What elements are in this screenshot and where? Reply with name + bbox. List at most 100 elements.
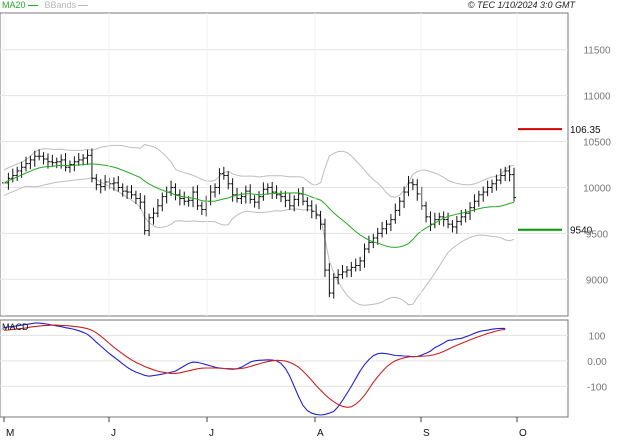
ohlc-bar	[362, 243, 367, 268]
ohlc-bar	[393, 203, 398, 224]
ohlc-bar	[270, 181, 275, 199]
ohlc-bar	[384, 220, 389, 235]
price-tick-label: 11500	[583, 46, 611, 57]
ohlc-bar	[252, 195, 257, 208]
ohlc-bar	[213, 183, 218, 198]
macd-tick-label: 100	[589, 331, 606, 342]
ohlc-bar	[331, 273, 336, 299]
macd-tick-label: 0.00	[587, 357, 607, 368]
ohlc-bar	[274, 185, 279, 199]
price-tick-label: 9000	[586, 275, 609, 286]
ohlc-bar	[265, 183, 270, 195]
ohlc-bar	[450, 220, 455, 233]
ohlc-bar	[103, 175, 108, 191]
ohlc-bar	[221, 166, 226, 180]
ohlc-bar	[507, 165, 512, 182]
x-tick-label: J	[209, 428, 214, 439]
ohlc-bar	[415, 179, 420, 201]
ohlc-bar	[441, 211, 446, 227]
x-tick-label: A	[317, 428, 324, 439]
ohlc-bar	[23, 156, 28, 172]
ohlc-bar	[305, 197, 310, 212]
bbands-upper-line	[3, 144, 515, 198]
ohlc-bar	[459, 209, 464, 226]
level-label: 9540	[570, 226, 593, 237]
ohlc-bar	[318, 210, 323, 230]
ohlc-bar	[54, 157, 59, 169]
ohlc-bar	[278, 190, 283, 203]
x-tick-label: S	[423, 428, 430, 439]
ohlc-bar	[371, 233, 376, 249]
ohlc-bar	[160, 192, 165, 212]
ohlc-bar	[472, 194, 477, 212]
ohlc-bar	[375, 227, 380, 245]
level-label: 106.35	[570, 125, 601, 136]
legend-bbands-label: BBands	[44, 0, 77, 10]
legend-ma20-label: MA20	[2, 0, 26, 10]
ohlc-bar	[410, 178, 415, 191]
ohlc-bar	[151, 207, 156, 225]
ohlc-bar	[111, 177, 116, 191]
ohlc-bar	[81, 153, 86, 166]
ohlc-bar	[358, 256, 363, 272]
ohlc-bar	[67, 160, 72, 173]
ohlc-bar	[199, 201, 204, 215]
ohlc-bar	[309, 200, 314, 219]
price-tick-label: 10500	[583, 138, 611, 149]
ohlc-bar	[98, 179, 103, 194]
ohlc-bar	[503, 166, 508, 182]
copyright-notice: © TEC 1/10/2024 3:0 GMT	[467, 0, 575, 10]
ohlc-bar	[217, 168, 222, 195]
ohlc-bar	[261, 182, 266, 201]
ohlc-bar	[32, 150, 37, 167]
ohlc-bar	[243, 185, 248, 204]
ohlc-bar	[476, 190, 481, 207]
ohlc-bar	[195, 185, 200, 210]
ohlc-bar	[296, 188, 301, 207]
ohlc-bar	[292, 195, 297, 212]
macd-line	[3, 322, 506, 416]
ohlc-bar	[327, 263, 332, 298]
ohlc-bar	[226, 171, 231, 190]
price-tick-label: 10000	[583, 183, 611, 194]
ohlc-bar	[138, 192, 143, 210]
ohlc-bar	[129, 185, 134, 199]
ohlc-bar	[498, 168, 503, 185]
ohlc-bar	[336, 269, 341, 285]
ohlc-bar	[366, 235, 371, 254]
ohlc-bar	[191, 186, 196, 208]
ohlc-bar	[37, 149, 42, 161]
ohlc-bar	[177, 189, 182, 206]
ohlc-bar	[63, 153, 68, 172]
ohlc-bar	[89, 148, 94, 183]
x-tick-label: J	[111, 428, 116, 439]
ohlc-bar	[50, 154, 55, 167]
ohlc-bar	[344, 265, 349, 278]
ohlc-bar	[512, 167, 516, 202]
legend-ma20-swatch	[27, 5, 38, 7]
ohlc-bar	[182, 191, 187, 206]
ohlc-bar	[15, 166, 20, 182]
ohlc-bar	[494, 174, 499, 191]
ohlc-bar	[41, 152, 46, 165]
ohlc-bar	[424, 201, 429, 223]
x-tick-label: O	[519, 428, 527, 439]
price-tick-label: 11000	[583, 92, 611, 103]
ohlc-bar	[133, 190, 138, 204]
ohlc-bar	[85, 149, 90, 165]
ohlc-bar	[142, 195, 147, 235]
ohlc-bar	[485, 180, 490, 197]
ohlc-bar	[406, 175, 411, 197]
ohlc-bar	[446, 212, 451, 229]
ohlc-bar	[353, 258, 358, 272]
ohlc-bar	[340, 265, 345, 279]
ohlc-bar	[454, 215, 459, 234]
ohlc-bar	[481, 186, 486, 202]
ohlc-bar	[287, 193, 292, 210]
legend-bbands-swatch	[78, 5, 89, 7]
macd-panel-title: MACD	[2, 322, 29, 332]
ohlc-bar	[94, 174, 99, 191]
ohlc-bar	[147, 213, 152, 237]
legend: MA20 BBands	[2, 0, 91, 11]
